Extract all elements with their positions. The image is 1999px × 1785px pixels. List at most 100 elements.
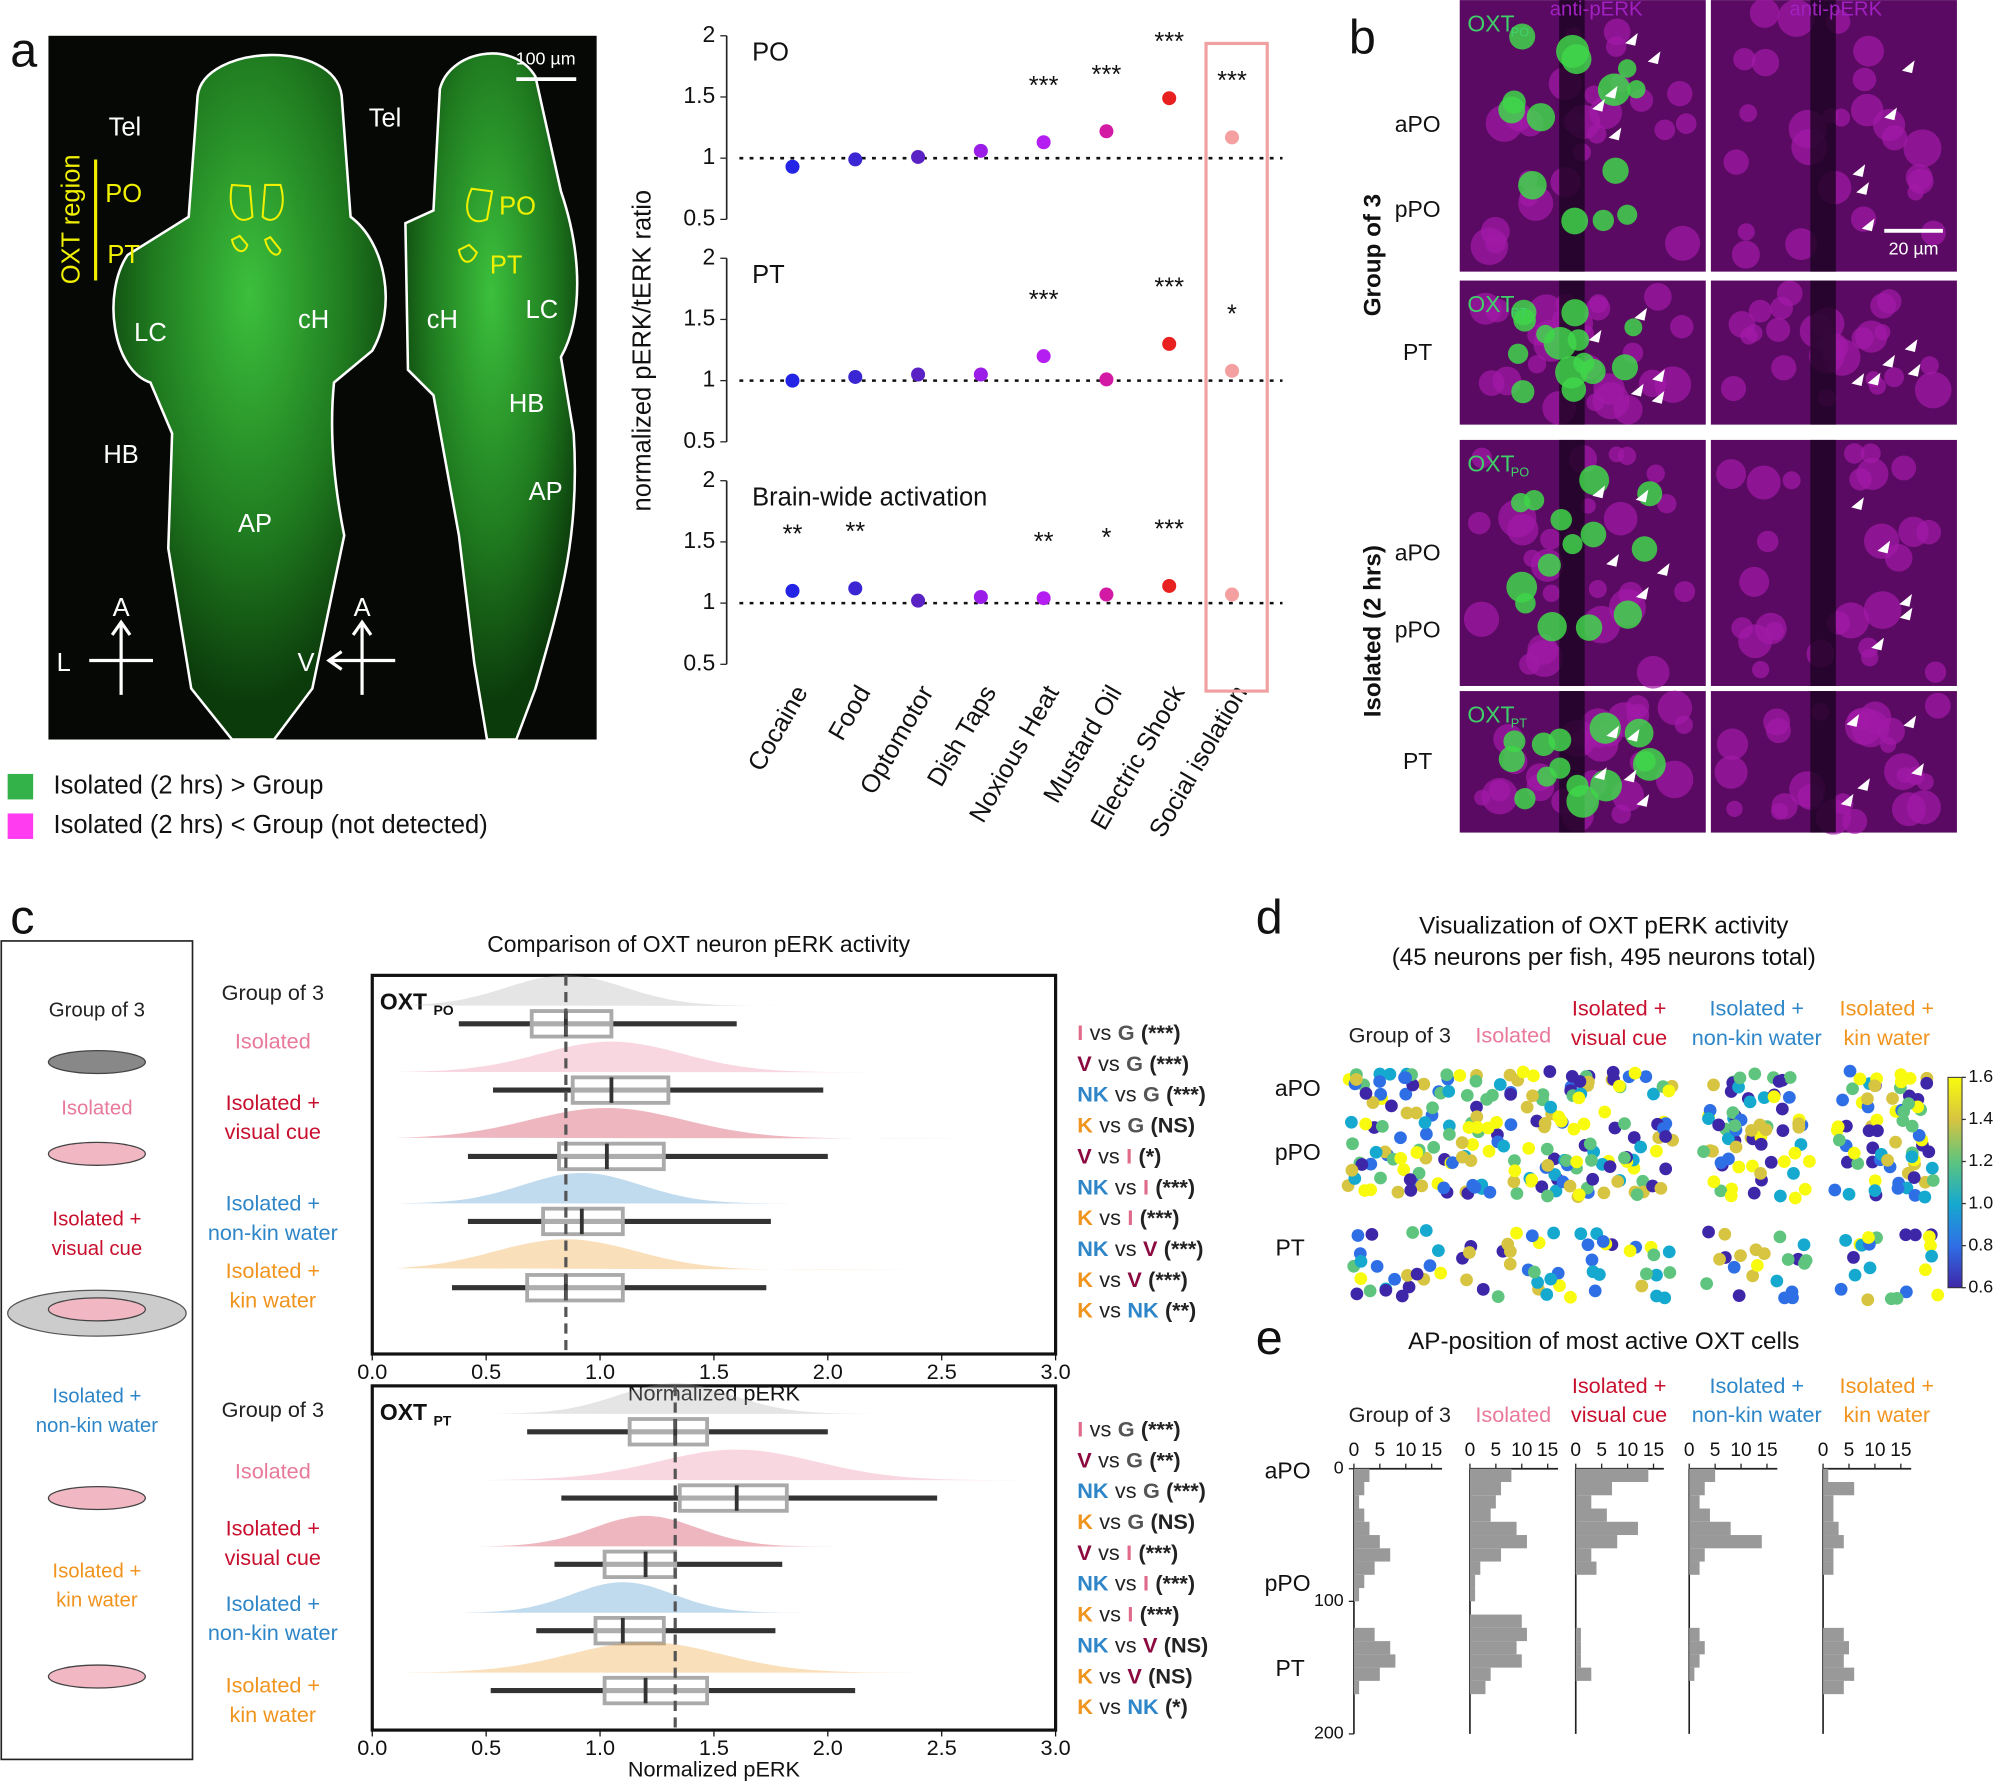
colorbar-tick-label: 1.2 bbox=[1968, 1150, 1993, 1170]
neuron-dot bbox=[1508, 1164, 1522, 1178]
group-label: visual cue bbox=[225, 1545, 321, 1570]
neuron-dot bbox=[1650, 1144, 1663, 1158]
comparison-left: V bbox=[1077, 1447, 1092, 1472]
neuron-dot bbox=[1345, 1163, 1359, 1177]
significance: ** bbox=[783, 521, 803, 549]
stain-blob bbox=[1916, 519, 1942, 545]
stain-blob bbox=[1485, 232, 1506, 254]
comparison-right: G bbox=[1143, 1478, 1160, 1503]
neuron-dot bbox=[1714, 1184, 1728, 1198]
comparison-result: (***) bbox=[1139, 1540, 1179, 1565]
neuron-dot bbox=[1712, 1118, 1726, 1132]
arrowhead bbox=[1608, 127, 1622, 141]
histogram-bar bbox=[1353, 1482, 1365, 1496]
x-tick-label: 10 bbox=[1617, 1440, 1638, 1461]
comparison-right: V bbox=[1127, 1663, 1142, 1688]
x-tick-label: 10 bbox=[1864, 1440, 1885, 1461]
neuron-dot bbox=[1639, 1070, 1653, 1084]
neuron-dot bbox=[1374, 1171, 1387, 1185]
comparison-left: NK bbox=[1077, 1081, 1109, 1106]
stain-blob bbox=[1665, 225, 1701, 261]
neuron-dot bbox=[1757, 1091, 1771, 1104]
neuron-dot bbox=[1375, 1120, 1389, 1133]
arrowhead bbox=[1882, 354, 1895, 368]
neuron-dot bbox=[1598, 1105, 1612, 1119]
histogram-bar bbox=[1469, 1561, 1481, 1575]
neuron-dot bbox=[1831, 1120, 1845, 1134]
region-label: pPO bbox=[1395, 196, 1441, 222]
stain-blob bbox=[1832, 108, 1851, 127]
dish bbox=[47, 1297, 146, 1322]
neuron-dot bbox=[1586, 1172, 1600, 1186]
histogram-bar bbox=[1353, 1468, 1370, 1483]
x-tick-label: 0 bbox=[1684, 1440, 1695, 1461]
colorbar-tick-label: 1.6 bbox=[1968, 1066, 1993, 1086]
density bbox=[395, 1239, 919, 1270]
stain-blob bbox=[1467, 511, 1491, 535]
box bbox=[557, 1141, 666, 1172]
significance: *** bbox=[1029, 286, 1059, 314]
group-label: Isolated + bbox=[226, 1591, 321, 1616]
oxt-cell bbox=[1575, 614, 1603, 641]
histogram-bar bbox=[1689, 1667, 1695, 1681]
y-tick-label: 200 bbox=[1314, 1723, 1344, 1743]
y-tick-label: 1.5 bbox=[683, 82, 715, 108]
comparison-left: K bbox=[1077, 1601, 1093, 1626]
mean-dot bbox=[1099, 124, 1114, 139]
stain-blob bbox=[1766, 317, 1791, 342]
panel-letter: b bbox=[1349, 11, 1376, 65]
histogram-bar bbox=[1689, 1521, 1731, 1536]
significance: *** bbox=[1217, 67, 1247, 95]
stain-blob bbox=[1748, 299, 1772, 323]
comparison-connector: vs bbox=[1115, 1174, 1137, 1199]
arrowhead bbox=[1652, 369, 1665, 383]
plot-frame bbox=[370, 1384, 1058, 1732]
neuron-dot bbox=[1650, 1268, 1663, 1282]
comparison: NK vs I (***) bbox=[1077, 1174, 1195, 1199]
neuron-dot bbox=[1846, 1082, 1859, 1096]
dark-gap bbox=[1810, 280, 1836, 425]
neuron-dot bbox=[1540, 1142, 1554, 1156]
group-label: Isolated + bbox=[226, 1672, 321, 1697]
legend-group-label: Isolated bbox=[61, 1098, 132, 1120]
neuron-dot bbox=[1596, 1235, 1610, 1248]
stain-blob bbox=[1863, 591, 1902, 629]
x-tick-label: Cocaine bbox=[743, 681, 814, 776]
stain-blob bbox=[1731, 240, 1760, 269]
comparison-result: (NS) bbox=[1164, 1632, 1209, 1657]
column-title: anti-pERK bbox=[1550, 0, 1643, 21]
neuron-dot bbox=[1862, 1231, 1875, 1244]
stain-blob bbox=[1542, 584, 1561, 603]
stain-blob bbox=[1657, 494, 1677, 514]
region-label: Tel bbox=[369, 105, 402, 133]
oxt-cell bbox=[1537, 553, 1561, 577]
stain-blob bbox=[1858, 637, 1879, 658]
significance: *** bbox=[1029, 72, 1059, 100]
y-tick-label: 0.5 bbox=[683, 204, 715, 230]
oxt-cell bbox=[1637, 481, 1663, 507]
histogram-bar bbox=[1469, 1548, 1502, 1562]
legend-label: Isolated (2 hrs) > Group bbox=[54, 771, 324, 799]
oxt-cell bbox=[1617, 204, 1638, 225]
stain-blob bbox=[1737, 223, 1755, 241]
comparison-result: (***) bbox=[1155, 1174, 1195, 1199]
comparison-left: NK bbox=[1077, 1174, 1109, 1199]
stain-blob bbox=[1771, 355, 1797, 381]
neuron-dot bbox=[1618, 1117, 1631, 1131]
neuron-dot bbox=[1583, 1137, 1597, 1151]
histogram-bar bbox=[1575, 1468, 1649, 1483]
histogram-bar bbox=[1575, 1482, 1613, 1496]
oxt-cell bbox=[1617, 59, 1637, 78]
comparison-connector: vs bbox=[1115, 1236, 1137, 1261]
group-header: non-kin water bbox=[1692, 1025, 1822, 1050]
histogram-bar bbox=[1823, 1508, 1834, 1522]
stain-blob bbox=[1920, 356, 1939, 375]
neuron-dot bbox=[1363, 1284, 1377, 1298]
comparison-result: (***) bbox=[1166, 1081, 1206, 1106]
stain-blob bbox=[1481, 777, 1518, 815]
comparison-left: NK bbox=[1077, 1632, 1109, 1657]
arrowhead bbox=[1625, 33, 1638, 46]
histogram-bar bbox=[1353, 1548, 1391, 1562]
